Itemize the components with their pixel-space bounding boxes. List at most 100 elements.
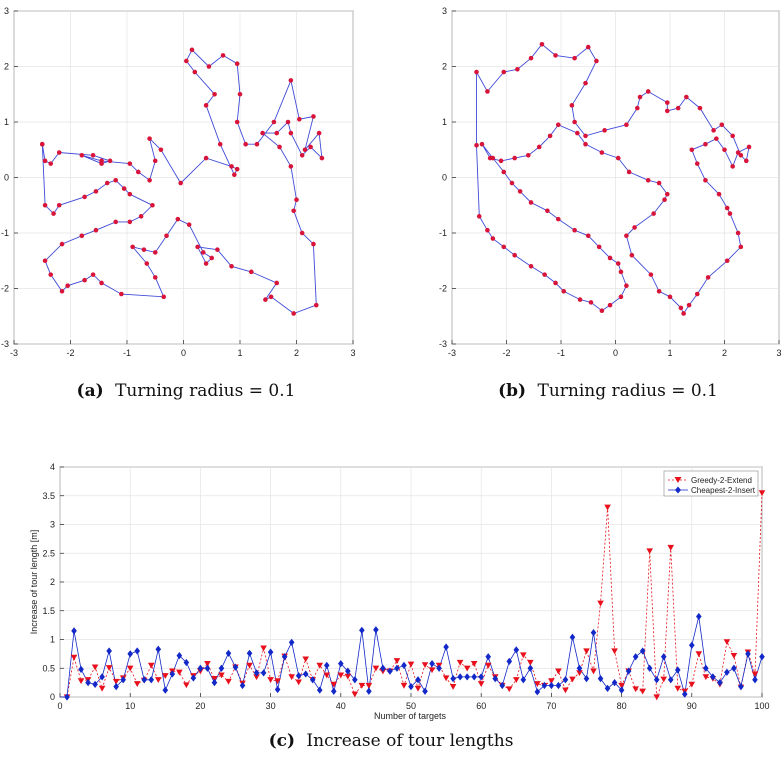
target-point bbox=[583, 141, 588, 147]
marker-cheapest bbox=[260, 669, 267, 677]
y-tick-label: 2 bbox=[50, 577, 55, 587]
target-point bbox=[555, 216, 561, 222]
marker-greedy bbox=[91, 664, 99, 671]
target-point bbox=[217, 141, 223, 147]
marker-greedy bbox=[723, 639, 731, 645]
target-point bbox=[294, 197, 299, 202]
target-point bbox=[147, 136, 152, 141]
marker-greedy bbox=[702, 674, 710, 681]
marker-greedy bbox=[358, 682, 366, 689]
marker-greedy bbox=[527, 659, 534, 666]
y-tick-label: 3 bbox=[4, 6, 9, 16]
marker-greedy bbox=[477, 681, 485, 687]
marker-cheapest bbox=[316, 686, 323, 694]
target-point bbox=[686, 302, 692, 308]
marker-greedy bbox=[688, 681, 696, 688]
marker-greedy bbox=[274, 678, 281, 685]
marker-cheapest bbox=[204, 664, 211, 672]
target-point bbox=[624, 233, 629, 239]
tour-path bbox=[41, 49, 323, 315]
marker-cheapest bbox=[604, 684, 611, 692]
target-point bbox=[42, 258, 48, 264]
marker-cheapest bbox=[597, 675, 604, 683]
marker-greedy bbox=[162, 673, 169, 679]
target-point bbox=[735, 230, 741, 236]
marker-cheapest bbox=[113, 683, 119, 691]
target-point bbox=[119, 291, 124, 297]
marker-greedy bbox=[660, 676, 668, 683]
marker-greedy bbox=[611, 648, 618, 655]
marker-cheapest bbox=[338, 660, 344, 668]
marker-cheapest bbox=[239, 681, 246, 690]
panel-c-caption: (c) Increase of tour lengths bbox=[269, 731, 514, 751]
target-point bbox=[509, 180, 515, 186]
marker-greedy bbox=[267, 677, 274, 683]
target-point bbox=[268, 294, 274, 300]
target-point bbox=[90, 272, 96, 277]
panel-c-caption-key: (c) bbox=[269, 731, 295, 751]
marker-greedy bbox=[449, 684, 457, 690]
marker-greedy bbox=[442, 675, 450, 682]
marker-cheapest bbox=[710, 673, 716, 681]
target-point bbox=[79, 153, 85, 158]
y-tick-label: 2 bbox=[4, 62, 9, 72]
marker-greedy bbox=[218, 672, 225, 679]
y-tick-label: 4 bbox=[50, 462, 55, 472]
target-point bbox=[515, 66, 520, 72]
x-tick-label: 20 bbox=[195, 701, 205, 711]
panel-a-tour bbox=[41, 49, 323, 315]
marker-cheapest bbox=[646, 664, 653, 672]
target-point bbox=[536, 144, 542, 150]
target-point bbox=[635, 105, 640, 111]
marker-greedy bbox=[372, 665, 380, 672]
marker-cheapest bbox=[752, 676, 758, 684]
target-point bbox=[127, 191, 133, 197]
panel-c-series bbox=[60, 490, 766, 701]
target-point bbox=[302, 147, 308, 153]
marker-cheapest bbox=[555, 681, 562, 690]
marker-cheapest bbox=[281, 653, 288, 661]
marker-greedy bbox=[730, 653, 738, 659]
marker-cheapest bbox=[759, 653, 765, 661]
target-point bbox=[127, 161, 133, 166]
target-point bbox=[263, 297, 268, 302]
target-point bbox=[539, 42, 545, 47]
marker-cheapest bbox=[548, 681, 555, 690]
target-point bbox=[719, 122, 725, 128]
target-point bbox=[229, 264, 234, 269]
panel-c-legend: Greedy-2-Extend Cheapest-2-Insert bbox=[663, 470, 759, 497]
marker-greedy bbox=[176, 669, 183, 676]
target-point bbox=[645, 177, 651, 183]
marker-cheapest bbox=[330, 687, 337, 695]
target-point bbox=[479, 141, 485, 147]
target-point bbox=[127, 219, 133, 225]
marker-cheapest bbox=[639, 647, 646, 655]
target-point bbox=[735, 150, 741, 155]
marker-greedy bbox=[414, 685, 422, 692]
marker-greedy bbox=[639, 688, 646, 695]
marker-cheapest bbox=[176, 652, 183, 660]
target-point bbox=[291, 208, 296, 214]
x-tick-label: 50 bbox=[406, 701, 416, 711]
marker-cheapest bbox=[464, 673, 470, 681]
target-point bbox=[618, 269, 624, 275]
marker-cheapest bbox=[541, 681, 548, 690]
marker-cheapest bbox=[717, 679, 723, 687]
y-tick-label: -1 bbox=[1, 228, 9, 238]
target-point bbox=[164, 233, 169, 239]
target-point bbox=[474, 143, 479, 148]
x-tick-label: 10 bbox=[125, 701, 135, 711]
target-point bbox=[243, 141, 248, 147]
target-point bbox=[645, 89, 651, 94]
target-point bbox=[624, 283, 629, 289]
marker-cheapest bbox=[253, 669, 260, 677]
marker-greedy bbox=[583, 648, 590, 655]
target-point bbox=[632, 225, 637, 230]
target-point bbox=[206, 64, 212, 69]
target-point bbox=[249, 269, 254, 275]
target-point bbox=[528, 55, 534, 61]
marker-cheapest bbox=[78, 665, 84, 673]
target-point bbox=[138, 214, 144, 219]
target-point bbox=[664, 191, 670, 197]
marker-greedy bbox=[421, 662, 429, 668]
